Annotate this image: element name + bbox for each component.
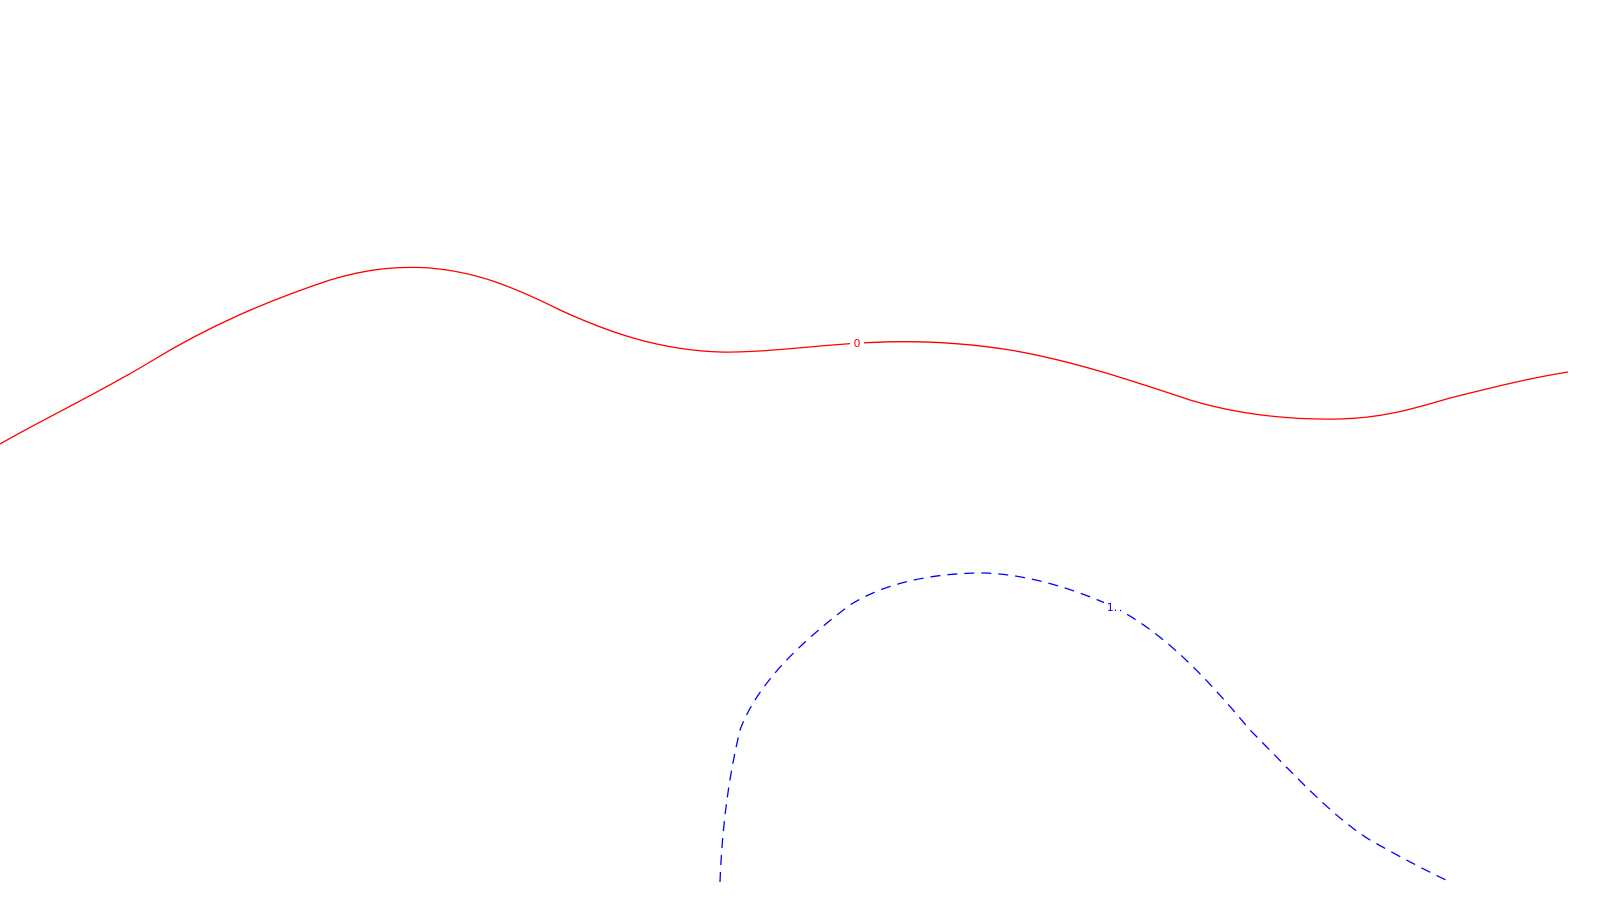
contour-label-1-background	[1104, 600, 1120, 614]
contour-label-1: 1.	[1107, 601, 1118, 614]
contour-label-0-background	[850, 336, 864, 350]
contour-label-0: 0	[854, 337, 861, 350]
contour-line-0	[0, 266, 1569, 445]
contour-line-1	[719, 572, 1451, 883]
